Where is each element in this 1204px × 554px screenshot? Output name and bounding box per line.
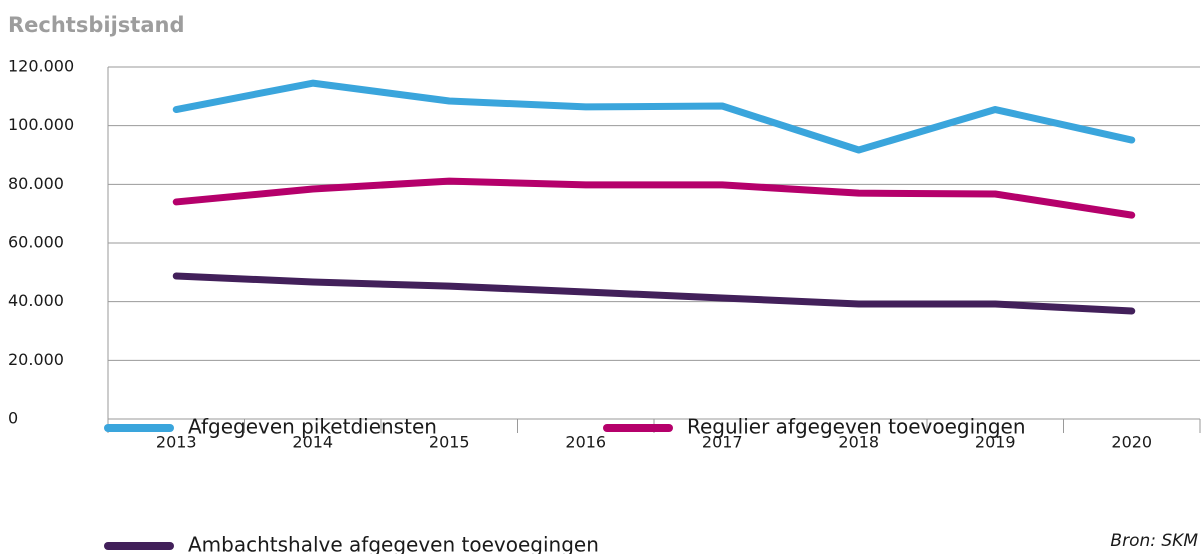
y-tick-label: 80.000 — [8, 174, 64, 193]
x-tick-label: 2015 — [429, 433, 470, 452]
chart-title: Rechtsbijstand — [8, 13, 184, 37]
x-tick-label: 2020 — [1111, 433, 1152, 452]
y-tick-label: 0 — [8, 409, 18, 428]
source: Bron: SKM — [1110, 531, 1198, 551]
y-tick-label: 120.000 — [8, 57, 74, 76]
line-series — [172, 177, 1136, 219]
x-tick-label: 2013 — [156, 433, 197, 452]
x-tick-label: 2019 — [975, 433, 1016, 452]
y-tick-label: 40.000 — [8, 291, 64, 310]
x-tick-label: 2016 — [565, 433, 606, 452]
y-tick-label: 60.000 — [8, 233, 64, 252]
x-tick-label: 2017 — [702, 433, 743, 452]
line-series — [172, 79, 1136, 154]
legend-label: Ambachtshalve afgegeven toevoegingen — [188, 533, 599, 554]
legend-label: Afgegeven piketdiensten — [188, 415, 437, 439]
line-series — [172, 272, 1136, 315]
y-tick-label: 100.000 — [8, 115, 74, 134]
x-tick-label: 2018 — [838, 433, 879, 452]
y-tick-label: 20.000 — [8, 350, 64, 369]
legend-label: Regulier afgegeven toevoegingen — [687, 415, 1026, 439]
x-tick-label: 2014 — [292, 433, 333, 452]
